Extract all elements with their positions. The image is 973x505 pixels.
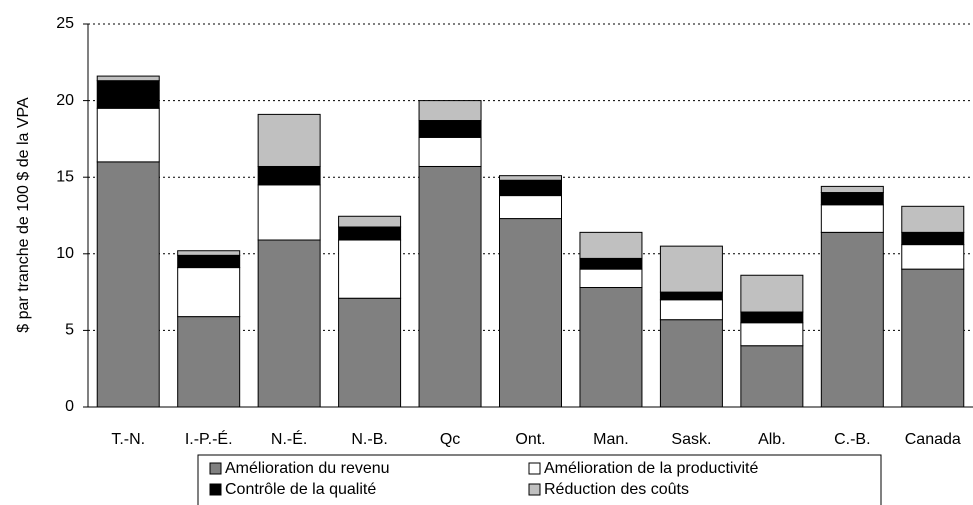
legend-swatch	[528, 483, 541, 496]
bar-segment	[499, 218, 562, 408]
x-tick-label: Qc	[440, 431, 460, 448]
bar-segment	[901, 244, 965, 270]
bar-segment	[177, 316, 241, 408]
bar-segment	[740, 274, 804, 313]
bar-segment	[418, 120, 482, 138]
bar-segment	[740, 345, 804, 408]
bar-segment	[579, 257, 643, 270]
bar-segment	[418, 165, 482, 408]
bar-segment	[499, 195, 562, 220]
bar-segment	[659, 319, 723, 408]
x-tick-label: Canada	[905, 431, 961, 448]
legend-swatch	[528, 462, 541, 475]
y-tick-label: 10	[56, 245, 74, 262]
bar-segment	[96, 80, 160, 109]
x-tick-label: N.-B.	[351, 431, 387, 448]
x-tick-label: Alb.	[758, 431, 786, 448]
y-tick-label: 15	[56, 168, 74, 185]
bar-segment	[257, 165, 321, 186]
bar-segment	[579, 287, 643, 408]
bar-segment	[820, 192, 884, 206]
bar-segment	[901, 268, 965, 408]
bar-segment	[96, 75, 160, 82]
bar-segment	[499, 175, 562, 181]
bar-segment	[338, 226, 402, 241]
bar-segment	[418, 100, 482, 122]
x-tick-label: T.-N.	[111, 431, 145, 448]
bar-segment	[96, 161, 160, 408]
legend-label: Amélioration du revenu	[225, 460, 390, 477]
x-tick-label: C.-B.	[834, 431, 870, 448]
bar-segment	[659, 245, 723, 293]
bar-segment	[740, 311, 804, 324]
bar-segment	[579, 231, 643, 259]
bar-segment	[257, 184, 321, 241]
bar-segment	[338, 297, 402, 408]
bar-segment	[740, 322, 804, 347]
bar-segment	[901, 205, 965, 233]
bar-segment	[820, 204, 884, 233]
y-axis-label: $ par tranche de 100 $ de la VPA	[15, 97, 32, 333]
bar-segment	[96, 107, 160, 163]
bar-segment	[820, 231, 884, 408]
bar-segment	[499, 179, 562, 197]
bar-segment	[579, 268, 643, 289]
legend-swatch	[209, 462, 222, 475]
bar-segment	[659, 291, 723, 301]
legend-swatch	[209, 483, 222, 496]
legend-label: Amélioration de la productivité	[544, 460, 758, 477]
bar-segment	[257, 113, 321, 167]
x-tick-label: Ont.	[515, 431, 545, 448]
x-tick-label: Sask.	[671, 431, 711, 448]
bar-segment	[901, 231, 965, 246]
y-tick-label: 20	[56, 92, 74, 109]
bar-segment	[177, 250, 241, 256]
x-tick-label: Man.	[593, 431, 629, 448]
bar-segment	[177, 267, 241, 318]
bar-segment	[177, 254, 241, 269]
bar-segment	[418, 136, 482, 167]
bar-segment	[338, 215, 402, 228]
legend-label: Contrôle de la qualité	[225, 481, 376, 498]
x-tick-label: I.-P.-É.	[185, 429, 233, 448]
x-tick-label: N.-É.	[271, 429, 307, 448]
y-tick-label: 25	[56, 15, 74, 32]
bar-segment	[659, 299, 723, 321]
y-tick-label: 5	[65, 322, 74, 339]
y-tick-label: 0	[65, 398, 74, 415]
bar-segment	[257, 239, 321, 408]
legend-label: Réduction des coûts	[544, 481, 689, 498]
bar-segment	[820, 185, 884, 194]
bar-segment	[338, 239, 402, 299]
